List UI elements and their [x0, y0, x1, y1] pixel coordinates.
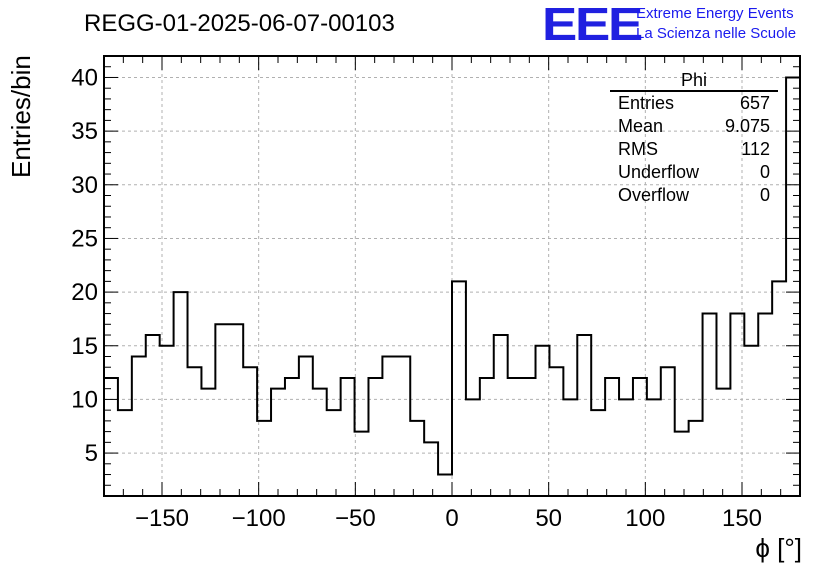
y-tick-label: 15: [71, 333, 98, 360]
stat-value: 657: [739, 93, 770, 113]
stat-value: 9.075: [724, 116, 770, 136]
y-tick-label: 40: [71, 64, 98, 91]
eee-logo-text: Extreme Energy Events La Scienza nelle S…: [636, 4, 796, 44]
logo-line-2: La Scienza nelle Scuole: [636, 25, 797, 42]
y-tick-label: 10: [71, 386, 98, 413]
x-tick-label: 0: [445, 505, 458, 532]
x-tick-label: −150: [135, 505, 189, 532]
stat-row-underflow: Underflow 0: [610, 161, 778, 184]
y-tick-label: 20: [71, 279, 98, 306]
logo-line-1: Extreme Energy Events: [636, 5, 794, 22]
stat-row-rms: RMS 112: [610, 138, 778, 161]
stat-row-mean: Mean 9.075: [610, 115, 778, 138]
stat-value: 112: [741, 139, 770, 159]
stat-value: 0: [759, 185, 770, 205]
y-tick-label: 30: [71, 172, 98, 199]
stat-label: Overflow: [618, 185, 690, 205]
y-tick-label: 5: [85, 440, 98, 467]
x-tick-label: 150: [722, 505, 762, 532]
x-axis-label: ϕ [°]: [755, 533, 802, 563]
x-tick-label: −100: [232, 505, 286, 532]
chart-title: REGG-01-2025-06-07-00103: [84, 10, 395, 37]
y-tick-label: 35: [71, 118, 98, 145]
x-tick-label: 100: [625, 505, 665, 532]
eee-logo: EEE: [542, 0, 643, 50]
stat-label: Entries: [618, 93, 675, 113]
stat-label: Mean: [618, 116, 664, 136]
stat-value: 0: [759, 162, 770, 182]
y-axis-label: Entries/bin: [6, 55, 36, 178]
stat-row-overflow: Overflow 0: [610, 184, 778, 207]
stat-row-entries: Entries 657: [610, 92, 778, 115]
y-tick-label: 25: [71, 225, 98, 252]
x-tick-label: −50: [335, 505, 376, 532]
x-tick-label: 50: [535, 505, 562, 532]
stats-box: Phi Entries 657 Mean 9.075 RMS 112 Under…: [610, 70, 778, 207]
histogram-series-phi: [104, 76, 800, 476]
stats-title: Phi: [610, 70, 778, 92]
stat-label: RMS: [618, 139, 658, 159]
stat-label: Underflow: [618, 162, 700, 182]
